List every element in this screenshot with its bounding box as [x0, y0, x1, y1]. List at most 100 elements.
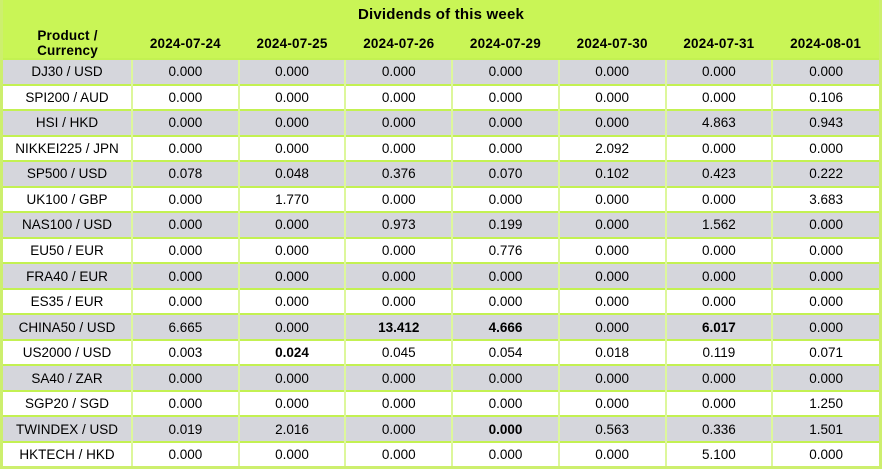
dividend-value-cell: 0.000 [237, 211, 346, 238]
dividend-value-cell: 0.000 [131, 134, 239, 162]
dividend-value-cell: 0.000 [237, 83, 346, 111]
dividend-value-cell: 0.000 [664, 185, 773, 213]
dividend-value-cell: 0.000 [451, 185, 559, 213]
product-cell: CHINA50 / USD [3, 313, 132, 340]
dividends-table: Product / Currency 2024-07-24 2024-07-25… [3, 28, 879, 466]
dividend-value-cell: 0.000 [557, 262, 666, 289]
dividend-value-cell: 1.562 [664, 211, 773, 238]
dividend-value-cell: 0.000 [451, 262, 559, 289]
dividend-value-cell: 0.000 [131, 211, 239, 238]
dividend-value-cell: 0.000 [131, 83, 239, 111]
dividend-value-cell: 0.000 [451, 109, 559, 136]
dividend-value-cell: 0.000 [237, 440, 346, 466]
dividend-value-cell: 0.000 [451, 134, 559, 162]
table-body: DJ30 / USD 0.000 0.000 0.000 0.000 0.000 0.000… [3, 58, 879, 466]
table-row: NAS100 / USD 0.000 0.000 0.973 0.199 0.000 1.5… [3, 211, 879, 238]
dividend-value-cell: 6.017 [664, 313, 773, 340]
dividend-value-cell: 0.336 [664, 415, 773, 442]
dividend-value-cell: 0.000 [557, 287, 666, 315]
dividend-value-cell: 0.078 [131, 160, 239, 187]
dividend-value-cell: 0.000 [131, 109, 239, 136]
dividend-value-cell: 0.222 [771, 160, 879, 187]
dividend-value-cell: 0.000 [344, 415, 453, 442]
dividend-value-cell: 0.563 [557, 415, 666, 442]
product-cell: NIKKEI225 / JPN [3, 134, 132, 162]
dividend-value-cell: 0.000 [771, 287, 879, 315]
dividend-value-cell: 0.000 [131, 389, 239, 417]
dividend-value-cell: 0.000 [771, 211, 879, 238]
dividend-value-cell: 0.000 [451, 58, 559, 85]
table-row: ES35 / EUR 0.000 0.000 0.000 0.000 0.000 0.000… [3, 287, 879, 315]
dividend-value-cell: 0.423 [664, 160, 773, 187]
dividend-value-cell: 0.106 [771, 83, 879, 111]
dividend-value-cell: 0.000 [344, 440, 453, 466]
dividend-value-cell: 0.000 [664, 287, 773, 315]
dividend-value-cell: 0.070 [451, 160, 559, 187]
dividend-value-cell: 0.000 [131, 185, 239, 213]
dividend-value-cell: 0.199 [451, 211, 559, 238]
product-cell: SGP20 / SGD [3, 389, 132, 417]
table-row: FRA40 / EUR 0.000 0.000 0.000 0.000 0.000 0.00… [3, 262, 879, 289]
dividend-value-cell: 0.000 [557, 185, 666, 213]
dividend-value-cell: 0.048 [237, 160, 346, 187]
dividend-value-cell: 0.000 [237, 287, 346, 315]
dividend-value-cell: 0.018 [557, 338, 666, 366]
dividend-value-cell: 0.776 [451, 236, 559, 264]
dividend-value-cell: 5.100 [664, 440, 773, 466]
dividend-value-cell: 0.973 [344, 211, 453, 238]
dividend-value-cell: 0.000 [451, 287, 559, 315]
dividend-value-cell: 1.501 [771, 415, 879, 442]
product-cell: SPI200 / AUD [3, 83, 132, 111]
column-header-date: 2024-07-26 [345, 28, 453, 59]
dividend-value-cell: 0.000 [771, 134, 879, 162]
table-row: NIKKEI225 / JPN 0.000 0.000 0.000 0.000 2.092… [3, 134, 879, 162]
dividend-value-cell: 0.000 [557, 109, 666, 136]
product-cell: ES35 / EUR [3, 287, 132, 315]
dividend-value-cell: 0.000 [451, 364, 559, 391]
dividend-value-cell: 0.000 [237, 389, 346, 417]
dividend-value-cell: 2.016 [237, 415, 346, 442]
dividend-value-cell: 0.000 [771, 440, 879, 466]
dividend-value-cell: 0.000 [131, 58, 239, 85]
product-cell: US2000 / USD [3, 338, 132, 366]
dividend-value-cell: 0.000 [664, 58, 773, 85]
dividend-value-cell: 3.683 [771, 185, 879, 213]
column-header-date: 2024-07-29 [452, 28, 559, 59]
table-row: DJ30 / USD 0.000 0.000 0.000 0.000 0.000 0.000… [3, 58, 879, 85]
dividend-value-cell: 0.054 [451, 338, 559, 366]
dividend-value-cell: 0.000 [344, 262, 453, 289]
dividend-value-cell: 0.000 [557, 440, 666, 466]
product-cell: DJ30 / USD [3, 58, 132, 85]
product-cell: NAS100 / USD [3, 211, 132, 238]
product-cell: HKTECH / HKD [3, 440, 132, 466]
dividend-value-cell: 0.000 [131, 236, 239, 264]
product-cell: SP500 / USD [3, 160, 132, 187]
table-row: UK100 / GBP 0.000 1.770 0.000 0.000 0.000 0.00… [3, 185, 879, 213]
dividend-value-cell: 0.102 [557, 160, 666, 187]
dividend-value-cell: 0.000 [237, 236, 346, 264]
table-row: US2000 / USD 0.003 0.024 0.045 0.054 0.018 0.1… [3, 338, 879, 366]
table-row: HSI / HKD 0.000 0.000 0.000 0.000 0.000 4.863 0… [3, 109, 879, 136]
dividend-value-cell: 0.000 [344, 287, 453, 315]
dividend-value-cell: 0.000 [237, 134, 346, 162]
dividend-value-cell: 2.092 [557, 134, 666, 162]
table-row: SPI200 / AUD 0.000 0.000 0.000 0.000 0.000 0.0… [3, 83, 879, 111]
dividend-value-cell: 4.863 [664, 109, 773, 136]
dividend-value-cell: 1.770 [237, 185, 346, 213]
dividend-value-cell: 0.024 [237, 338, 346, 366]
dividend-value-cell: 0.000 [664, 134, 773, 162]
dividend-value-cell: 0.376 [344, 160, 453, 187]
dividend-value-cell: 0.000 [771, 58, 879, 85]
dividend-value-cell: 0.000 [344, 58, 453, 85]
table-row: SP500 / USD 0.078 0.048 0.376 0.070 0.102 0.42… [3, 160, 879, 187]
dividend-value-cell: 0.000 [664, 389, 773, 417]
dividend-value-cell: 0.000 [131, 440, 239, 466]
dividend-value-cell: 0.000 [771, 236, 879, 264]
column-header-date: 2024-07-31 [665, 28, 773, 59]
dividend-value-cell: 0.000 [557, 58, 666, 85]
dividend-value-cell: 0.000 [237, 313, 346, 340]
table-row: CHINA50 / USD 6.665 0.000 13.412 4.666 0.000 6… [3, 313, 879, 340]
column-header-product: Product / Currency [3, 28, 132, 59]
dividend-value-cell: 0.000 [344, 134, 453, 162]
dividend-value-cell: 0.000 [771, 262, 879, 289]
